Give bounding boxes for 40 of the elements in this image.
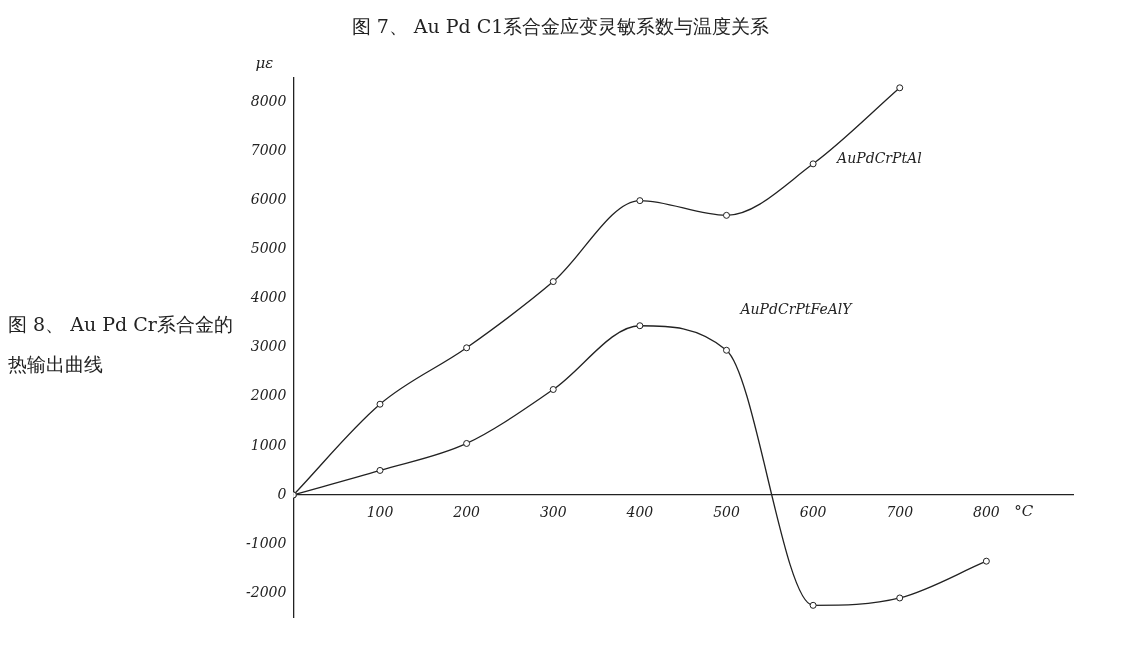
y-axis-title: με	[255, 53, 274, 72]
x-tick-label: 500	[713, 504, 740, 520]
point	[982, 557, 990, 565]
point	[722, 211, 730, 219]
point	[896, 594, 904, 602]
text: AuPdCrPtFeAlY	[738, 300, 854, 317]
x-tick-label: 700	[886, 504, 914, 520]
y-tick-label: 8000	[250, 93, 287, 110]
x-tick-label: 300	[539, 504, 567, 520]
x-tick-label: 200	[452, 504, 481, 520]
x-tick-label: 400	[625, 504, 654, 520]
y-tick-label: -2000	[246, 583, 287, 600]
caption: 图 7、 Au Pd C1系合金应变灵敏系数与温度关系	[350, 14, 771, 39]
point	[636, 322, 644, 330]
x-tick-label: 600	[799, 504, 827, 520]
y-tick-label: 3000	[250, 338, 287, 355]
x-axis-title: °C	[1014, 502, 1034, 521]
text: 图 8、 Au Pd Cr系合金的热输出曲线	[8, 312, 233, 377]
point	[896, 84, 904, 92]
point	[376, 466, 384, 474]
point	[809, 601, 817, 609]
y-tick-label: 4000	[249, 289, 287, 306]
x-tick-label: 100	[366, 504, 394, 520]
y-tick-label: 5000	[250, 240, 287, 257]
point	[463, 344, 471, 352]
x-tick-label: 800	[973, 504, 1000, 520]
point	[722, 346, 730, 354]
point	[549, 278, 557, 286]
y-tick-label: 6000	[250, 191, 287, 208]
point	[463, 439, 471, 447]
series-label: AuPdCrPtAl	[835, 150, 922, 167]
y-tick-label: 2000	[249, 387, 287, 404]
y-tick-label: -1000	[246, 534, 287, 551]
point	[549, 386, 557, 393]
point	[376, 400, 384, 408]
y-tick-label: 0	[277, 485, 287, 502]
y-tick-label: 7000	[250, 142, 287, 159]
point	[636, 197, 644, 205]
y-tick-label: 1000	[250, 436, 287, 453]
point	[809, 160, 817, 168]
